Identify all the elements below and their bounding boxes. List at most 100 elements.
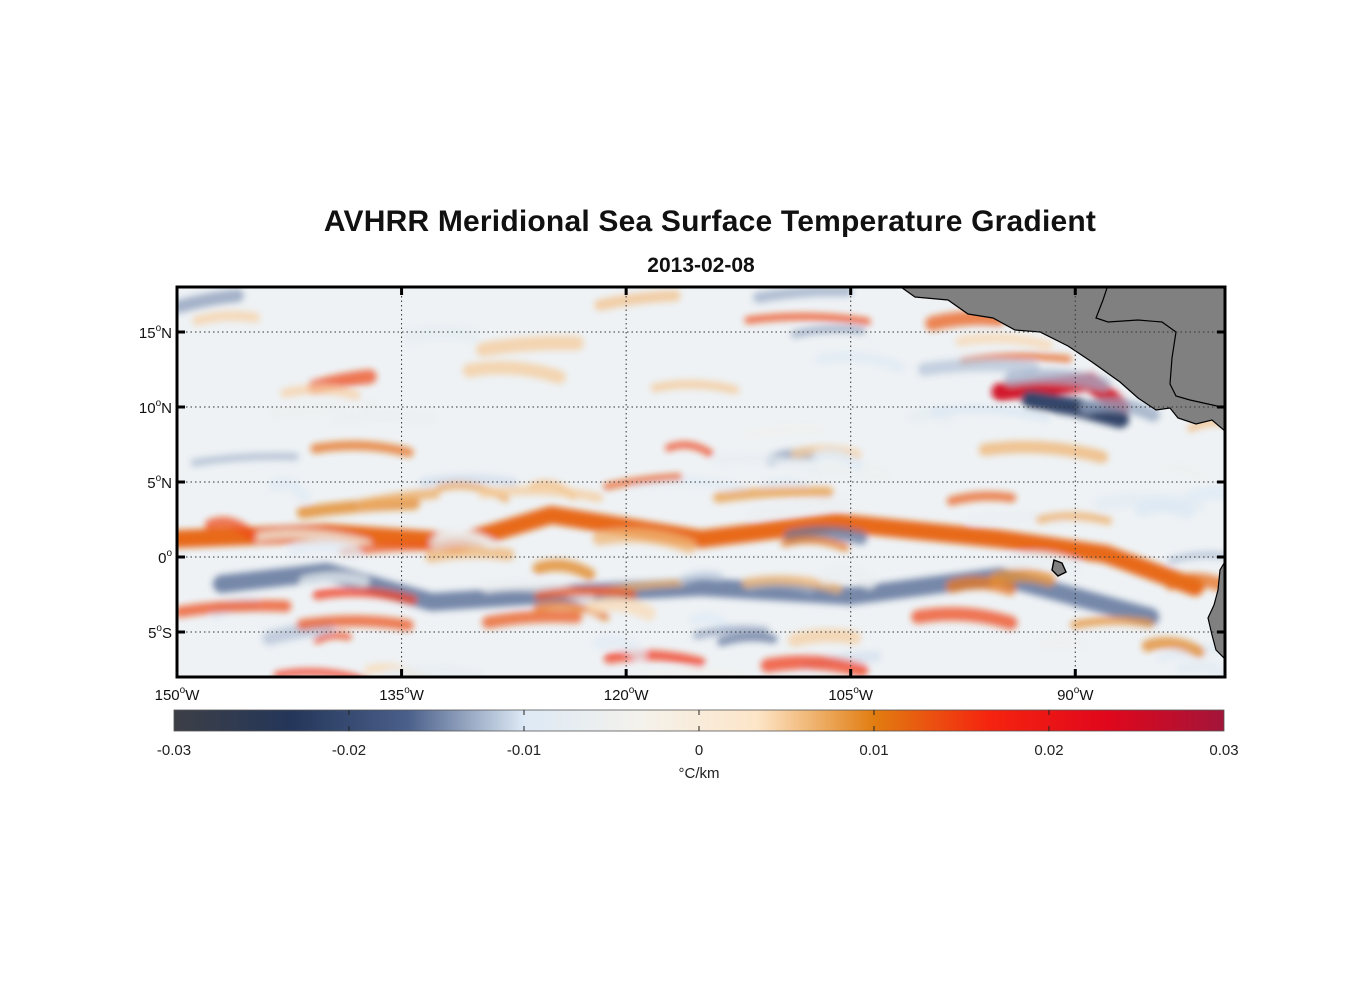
colorbar-tick-label: 0.02 [1034, 742, 1063, 759]
gradient-streak [911, 607, 1018, 630]
x-tick-label: 105oW [828, 685, 874, 704]
x-tick-label: 120oW [604, 685, 650, 704]
gradient-streak [190, 452, 299, 467]
gradient-streak [419, 474, 518, 488]
gradient-streak [533, 600, 610, 621]
gradient-streak [312, 586, 418, 605]
gradient-streak [268, 477, 311, 503]
central-america-landmass [899, 287, 1225, 432]
galapagos-islands [1051, 559, 1067, 577]
gradient-streak [744, 312, 871, 326]
gradient-streak [603, 649, 706, 668]
gradient-streak [1079, 398, 1160, 422]
gradient-streak [177, 289, 244, 314]
gradient-streak [811, 448, 864, 472]
gradient-streak [1135, 499, 1194, 519]
gradient-streak [818, 566, 877, 590]
gradient-streak [780, 535, 850, 552]
colorbar-tick-label: 0 [695, 742, 703, 759]
gradient-streak [288, 538, 362, 560]
x-tick-label: 90oW [1057, 685, 1094, 704]
colorbar-tick-label: -0.01 [507, 742, 541, 759]
gradient-streak [273, 668, 367, 677]
gradient-streak [978, 440, 1109, 464]
gradient-streak [1164, 572, 1225, 593]
colorbar-tick-label: -0.02 [332, 742, 366, 759]
colorbar-tick-label: 0.03 [1209, 742, 1238, 759]
gradient-streak [425, 545, 515, 563]
feature-equatorial-warm-band [177, 506, 1205, 596]
colorbar-label: °C/km [679, 765, 720, 782]
gradient-streak [946, 491, 1017, 506]
gradient-streak [462, 361, 566, 384]
gradient-streak [280, 384, 361, 401]
y-tick-label: 15oN [139, 323, 172, 342]
graticule [177, 287, 1225, 677]
x-tick-label: 150oW [155, 685, 201, 704]
chart-title: AVHRR Meridional Sea Surface Temperature… [323, 205, 1097, 238]
gradient-streak [925, 310, 1006, 331]
gradient-streak [204, 516, 258, 542]
gradient-streak [177, 599, 292, 618]
gradient-streak [1036, 634, 1085, 651]
gradient-streak [603, 473, 683, 491]
gradient-streak [356, 488, 441, 510]
gradient-streak [534, 586, 637, 601]
gradient-streak [717, 632, 778, 647]
gradient-streak [790, 325, 866, 339]
gradient-streak [741, 575, 843, 594]
gradient-streak [313, 631, 352, 644]
gradient-streak [945, 575, 1017, 596]
gradient-streak [592, 527, 697, 554]
gradient-streak [482, 610, 583, 629]
gradient-streak [1005, 551, 1081, 574]
plot-area [177, 287, 1225, 677]
gradient-streak [532, 559, 596, 581]
gradient-streak [586, 596, 656, 621]
gradient-streak [310, 440, 414, 458]
gradient-streak [435, 529, 497, 549]
gradient-streak [742, 423, 827, 441]
colorbar-tick-label: 0.01 [859, 742, 888, 759]
gradient-streak [1094, 492, 1205, 513]
gradient-streak [478, 485, 604, 503]
y-tick-label: 5oS [148, 623, 172, 642]
gradient-streak [253, 529, 372, 549]
y-tick-label: 5oN [147, 473, 172, 492]
axis-ticks: 150oW 135oW 120oW 105oW 90oW 15oN 10oN 5oN 0o 5oS [139, 287, 1225, 704]
gradient-streak [665, 441, 714, 457]
gradient-streak [748, 497, 850, 519]
chart-subtitle: 2013-02-08 [647, 254, 755, 277]
gradient-streak [650, 379, 740, 395]
gradient-streak [594, 290, 681, 311]
gradient-streak [678, 570, 724, 585]
gradient-streak [692, 625, 770, 640]
gradient-streak [1141, 637, 1206, 658]
land-layer [899, 287, 1225, 660]
colorbar: -0.03 -0.02 -0.01 0 0.01 0.02 0.03 °C/km [157, 709, 1239, 782]
gradient-streak [1167, 551, 1225, 565]
gradient-streak [192, 310, 260, 326]
gradient-streak [787, 628, 862, 647]
gradient-streak [262, 620, 334, 646]
gradient-streak [753, 287, 853, 304]
gradient-streak [1176, 659, 1225, 677]
feature-papagayo-cold-jet [1021, 390, 1130, 428]
gradient-streak [1035, 511, 1113, 525]
gradient-streak [1003, 369, 1111, 392]
colorbar-ticks: -0.03 -0.02 -0.01 0 0.01 0.02 0.03 [157, 710, 1239, 759]
gradient-streak [270, 399, 379, 420]
gradient-streak [955, 333, 1053, 351]
gradient-streak [593, 634, 647, 661]
x-tick-label: 135oW [379, 685, 425, 704]
gradient-streak [333, 411, 435, 425]
gradient-field [177, 287, 1225, 677]
gradient-streak [783, 525, 868, 545]
gradient-streak [296, 615, 414, 631]
south-america-coast [1207, 560, 1225, 660]
gradient-streak [476, 335, 584, 357]
gradient-streak [988, 568, 1056, 587]
gradient-streak [917, 358, 1040, 376]
colorbar-tick-label: -0.03 [157, 742, 191, 759]
